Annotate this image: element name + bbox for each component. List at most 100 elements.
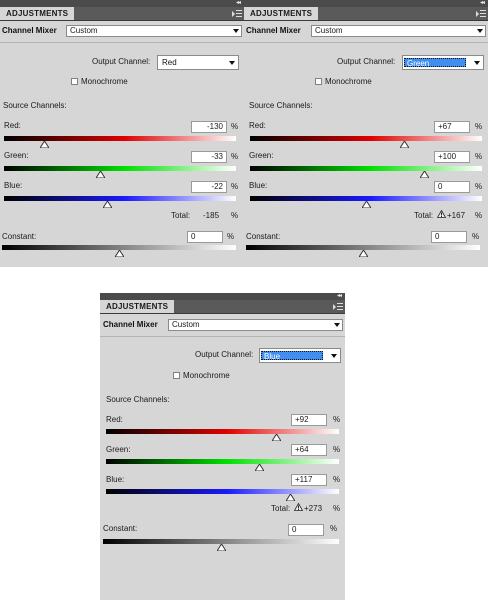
constant-slider-track[interactable]	[246, 245, 480, 250]
blue-slider-thumb[interactable]	[360, 200, 372, 209]
panel-tab-bar: ADJUSTMENTS	[244, 7, 488, 21]
header-divider	[0, 42, 244, 43]
red-input[interactable]: +92	[291, 414, 327, 426]
output-channel-select[interactable]: Blue	[259, 348, 341, 363]
monochrome-checkbox[interactable]	[173, 372, 180, 379]
blue-slider-thumb[interactable]	[101, 200, 113, 209]
slider-thumb-icon	[113, 249, 125, 258]
constant-slider-track[interactable]	[2, 245, 236, 250]
total-value: +167	[447, 211, 466, 220]
output-channel-select[interactable]: Green	[402, 55, 484, 70]
blue-slider-thumb[interactable]	[285, 493, 297, 502]
blue-label: Blue:	[106, 475, 125, 484]
adjustments-panel-green-output: ◂◂ ADJUSTMENTS Channel Mixer Custom Outp…	[244, 0, 488, 267]
green-slider-thumb[interactable]	[254, 463, 266, 472]
slider-thumb-icon	[357, 249, 369, 258]
slider-thumb-icon	[270, 433, 282, 442]
red-slider-track[interactable]	[106, 429, 339, 434]
output-channel-select[interactable]: Red	[157, 55, 239, 70]
preset-select[interactable]: Custom	[66, 25, 242, 37]
preset-select[interactable]: Custom	[311, 25, 486, 37]
green-input[interactable]: +64	[291, 444, 327, 456]
green-slider-track[interactable]	[4, 166, 236, 171]
green-slider-track[interactable]	[250, 166, 482, 171]
panel-menu-icon[interactable]	[232, 8, 242, 18]
red-input[interactable]: -130	[191, 121, 227, 133]
double-arrow-icon[interactable]: ◂◂	[336, 293, 342, 299]
blue-slider-track[interactable]	[106, 489, 339, 494]
slider-thumb-icon	[95, 170, 107, 179]
slider-thumb-icon	[215, 543, 227, 552]
green-percent: %	[475, 152, 483, 161]
monochrome-label: Monochrome	[81, 77, 128, 86]
blue-percent: %	[475, 182, 483, 191]
output-channel-label: Output Channel:	[92, 57, 151, 66]
constant-slider-track[interactable]	[103, 539, 339, 544]
blue-percent: %	[333, 475, 341, 484]
green-slider-thumb[interactable]	[418, 170, 430, 179]
tab-adjustments[interactable]: ADJUSTMENTS	[100, 300, 175, 313]
red-label: Red:	[106, 415, 123, 424]
total-label: Total:	[171, 211, 191, 220]
constant-input[interactable]: 0	[288, 524, 324, 536]
panel-top-strip: ◂◂	[244, 0, 488, 7]
source-channels-label: Source Channels:	[249, 101, 313, 110]
slider-thumb-icon	[39, 140, 51, 149]
slider-thumb-icon	[285, 493, 297, 502]
total-label: Total:	[414, 211, 434, 220]
constant-slider-thumb[interactable]	[215, 543, 227, 552]
warning-triangle-icon	[293, 502, 304, 511]
slider-thumb-icon	[254, 463, 266, 472]
green-percent: %	[333, 445, 341, 454]
monochrome-checkbox[interactable]	[315, 78, 322, 85]
tab-adjustments[interactable]: ADJUSTMENTS	[244, 7, 319, 20]
red-input[interactable]: +67	[434, 121, 470, 133]
output-channel-value: Red	[162, 58, 177, 67]
preset-select[interactable]: Custom	[168, 319, 343, 331]
adjustments-panel-blue-output: ◂◂ ADJUSTMENTS Channel Mixer Custom Outp…	[100, 293, 345, 600]
blue-input[interactable]: +117	[291, 474, 327, 486]
output-channel-value: Blue	[261, 351, 323, 361]
panel-tab-bar: ADJUSTMENTS	[100, 300, 345, 314]
adjustment-name: Channel Mixer	[2, 26, 57, 35]
double-arrow-icon[interactable]: ◂◂	[479, 0, 485, 6]
red-percent: %	[333, 415, 341, 424]
panel-menu-icon[interactable]	[333, 301, 343, 311]
red-slider-thumb[interactable]	[399, 140, 411, 149]
chevron-down-icon	[334, 323, 340, 327]
total-label: Total:	[271, 504, 291, 513]
blue-input[interactable]: 0	[434, 181, 470, 193]
double-arrow-icon[interactable]: ◂◂	[235, 0, 241, 6]
constant-label: Constant:	[246, 232, 281, 241]
red-slider-track[interactable]	[4, 136, 236, 141]
total-value: -185	[203, 211, 220, 220]
green-input[interactable]: -33	[191, 151, 227, 163]
red-label: Red:	[4, 121, 21, 130]
constant-input[interactable]: 0	[431, 231, 467, 243]
constant-label: Constant:	[103, 524, 138, 533]
red-slider-thumb[interactable]	[39, 140, 51, 149]
output-channel-label: Output Channel:	[337, 57, 396, 66]
header-divider	[244, 42, 488, 43]
blue-slider-track[interactable]	[4, 196, 236, 201]
red-slider-track[interactable]	[250, 136, 482, 141]
green-input[interactable]: +100	[434, 151, 470, 163]
constant-input[interactable]: 0	[187, 231, 223, 243]
blue-slider-track[interactable]	[250, 196, 482, 201]
total-percent: %	[231, 211, 239, 220]
tab-adjustments[interactable]: ADJUSTMENTS	[0, 7, 75, 20]
panel-top-strip: ◂◂	[0, 0, 244, 7]
blue-input[interactable]: -22	[191, 181, 227, 193]
constant-slider-thumb[interactable]	[357, 249, 369, 258]
green-label: Green:	[249, 151, 274, 160]
chevron-down-icon	[477, 29, 483, 33]
green-slider-thumb[interactable]	[95, 170, 107, 179]
source-channels-label: Source Channels:	[3, 101, 67, 110]
preset-value: Custom	[70, 26, 98, 35]
green-slider-track[interactable]	[106, 459, 339, 464]
monochrome-checkbox[interactable]	[71, 78, 78, 85]
panel-menu-icon[interactable]	[476, 8, 486, 18]
red-slider-thumb[interactable]	[270, 433, 282, 442]
output-channel-value: Green	[404, 58, 466, 68]
constant-slider-thumb[interactable]	[113, 249, 125, 258]
